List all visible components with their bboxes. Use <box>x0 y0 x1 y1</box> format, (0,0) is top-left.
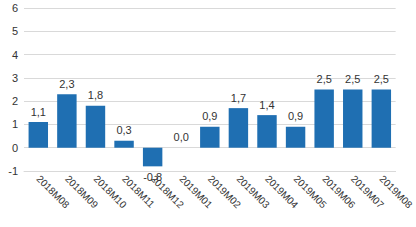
svg-text:2019M04: 2019M04 <box>263 173 301 211</box>
svg-text:2018M12: 2018M12 <box>148 173 186 211</box>
svg-text:-1: -1 <box>8 165 18 177</box>
svg-text:2019M06: 2019M06 <box>320 173 358 211</box>
svg-text:6: 6 <box>12 2 18 14</box>
svg-text:4: 4 <box>12 49 18 61</box>
svg-text:2,5: 2,5 <box>317 73 332 85</box>
svg-text:0,0: 0,0 <box>174 131 189 143</box>
svg-text:0: 0 <box>12 142 18 154</box>
svg-text:3: 3 <box>12 72 18 84</box>
svg-text:2019M03: 2019M03 <box>234 173 272 211</box>
svg-text:-0,8: -0,8 <box>143 171 162 183</box>
svg-text:1,4: 1,4 <box>259 99 274 111</box>
svg-text:2019M08: 2019M08 <box>377 173 415 211</box>
svg-text:2,5: 2,5 <box>374 73 389 85</box>
svg-text:1,1: 1,1 <box>31 106 46 118</box>
svg-text:1,8: 1,8 <box>88 89 103 101</box>
svg-text:0,9: 0,9 <box>202 110 217 122</box>
svg-text:1: 1 <box>12 118 18 130</box>
svg-text:2018M11: 2018M11 <box>120 173 157 210</box>
svg-text:2018M10: 2018M10 <box>91 173 129 211</box>
svg-text:0,9: 0,9 <box>288 110 303 122</box>
svg-text:0,3: 0,3 <box>116 124 131 136</box>
svg-text:1,7: 1,7 <box>231 92 246 104</box>
svg-text:2019M07: 2019M07 <box>348 173 387 211</box>
svg-text:2019M01: 2019M01 <box>177 173 215 211</box>
svg-text:2018M09: 2018M09 <box>63 173 101 211</box>
svg-text:2,3: 2,3 <box>59 78 74 90</box>
svg-text:5: 5 <box>12 25 18 37</box>
svg-text:2019M02: 2019M02 <box>205 173 244 211</box>
svg-text:2,5: 2,5 <box>345 73 360 85</box>
svg-text:2: 2 <box>12 95 18 107</box>
svg-text:2019M05: 2019M05 <box>291 173 329 211</box>
svg-text:2018M08: 2018M08 <box>34 173 72 211</box>
